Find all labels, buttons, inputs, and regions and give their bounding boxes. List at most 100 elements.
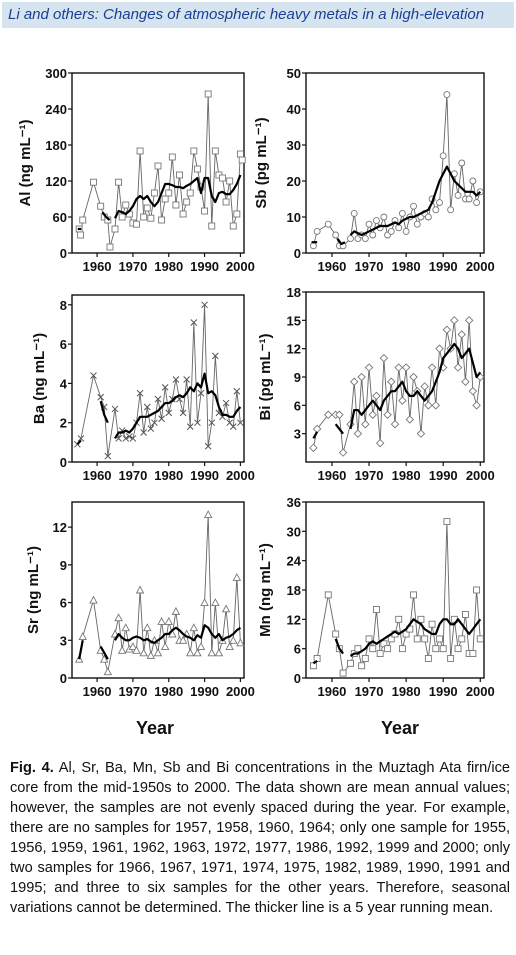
x-tick-label: 1990 <box>429 259 458 274</box>
raw-point-38 <box>464 316 474 325</box>
sr-panel: 0 3 6 9 12 1960 1970 1980 1990 2000 Sr (ng mL⁻¹) <box>25 501 255 699</box>
bi-plot-frame <box>305 291 485 463</box>
raw-point-30 <box>197 389 205 397</box>
raw-point-8 <box>111 225 119 233</box>
sr-running-mean-segment-1 <box>99 646 109 660</box>
raw-point-16 <box>146 650 156 659</box>
raw-point-15 <box>143 403 151 411</box>
x-tick-label: 2000 <box>466 259 495 274</box>
raw-point-30 <box>436 635 443 643</box>
x-tick-label: 2000 <box>226 684 255 699</box>
raw-point-27 <box>424 213 432 221</box>
bi-panel: 3 6 9 12 15 18 1960 1970 1980 1990 2000 Bi (pg mL⁻¹… <box>257 285 495 483</box>
raw-point-2 <box>90 372 97 379</box>
raw-point-33 <box>447 206 455 214</box>
y-tick-label: 50 <box>287 66 301 81</box>
raw-point-21 <box>165 409 173 417</box>
y-tick-label: 300 <box>45 66 67 81</box>
raw-point-9 <box>121 623 131 632</box>
raw-point-13 <box>136 389 144 397</box>
y-tick-label: 120 <box>45 174 67 189</box>
x-axis-label-left: Year <box>136 718 174 738</box>
x-tick-label: 1970 <box>118 684 147 699</box>
raw-point-28 <box>427 363 437 372</box>
x-tick-label: 1990 <box>190 259 219 274</box>
y-tick-label: 20 <box>287 174 301 189</box>
raw-point-40 <box>232 572 242 581</box>
raw-point-8 <box>353 429 363 438</box>
raw-point-12 <box>132 645 141 654</box>
raw-point-31 <box>439 152 447 160</box>
raw-point-32 <box>204 442 212 450</box>
raw-point-11 <box>129 435 137 442</box>
raw-point-29 <box>431 401 441 410</box>
raw-point-4 <box>97 202 105 210</box>
caption-text: Al, Sr, Ba, Mn, Sb and Bi concentrations… <box>10 760 510 916</box>
y-tick-label: 0 <box>294 246 301 261</box>
x-tick-label: 1960 <box>317 684 346 699</box>
bi-running-mean-segment-1 <box>334 423 344 435</box>
raw-point-16 <box>384 645 392 653</box>
raw-point-13 <box>373 217 380 225</box>
raw-point-9 <box>358 662 366 670</box>
raw-point-30 <box>436 199 443 207</box>
x-axis-label-right: Year <box>381 718 419 738</box>
raw-point-6 <box>347 235 354 243</box>
raw-point-21 <box>402 227 410 235</box>
sr-raw-series-line <box>78 514 241 672</box>
raw-point-23 <box>410 591 417 599</box>
raw-point-1 <box>313 227 321 235</box>
raw-point-14 <box>133 220 140 228</box>
x-tick-label: 2000 <box>466 684 495 699</box>
raw-point-20 <box>398 209 406 217</box>
raw-point-25 <box>178 635 188 644</box>
mn-running-mean-segment-2 <box>349 618 482 657</box>
raw-point-1 <box>78 632 88 640</box>
raw-point-11 <box>122 201 130 209</box>
mn-y-axis-label: Mn (ng mL⁻¹) <box>257 543 274 637</box>
raw-point-7 <box>114 613 123 622</box>
y-tick-label: 40 <box>287 102 301 117</box>
raw-point-36 <box>458 635 466 643</box>
raw-point-11 <box>365 220 373 228</box>
raw-point-42 <box>233 210 241 218</box>
raw-point-18 <box>390 419 400 429</box>
raw-point-29 <box>193 648 202 657</box>
x-tick-label: 1990 <box>190 684 219 699</box>
raw-point-35 <box>214 648 224 657</box>
raw-point-7 <box>106 243 114 251</box>
raw-point-11 <box>365 635 373 643</box>
raw-point-13 <box>135 585 145 594</box>
raw-point-22 <box>168 629 177 638</box>
raw-point-29 <box>432 645 440 653</box>
raw-point-27 <box>185 648 195 657</box>
x-tick-label: 1990 <box>190 468 219 483</box>
sb-panel: 0 10 20 30 40 50 1960 1970 1980 1990 2000 Sb (pg mL… <box>253 66 495 274</box>
sb-running-mean-segment-2 <box>349 165 482 237</box>
ba-plot-frame <box>71 294 245 463</box>
raw-point-19 <box>158 415 165 423</box>
raw-point-8 <box>354 645 362 653</box>
x-tick-label: 1980 <box>154 468 183 483</box>
y-tick-label: 0 <box>294 671 301 686</box>
y-tick-label: 6 <box>60 337 67 352</box>
caption-figure-label: Fig. 4. <box>10 760 54 776</box>
raw-point-21 <box>401 363 411 372</box>
y-tick-label: 180 <box>45 138 67 153</box>
raw-point-23 <box>165 189 173 197</box>
raw-point-37 <box>462 610 469 618</box>
x-tick-label: 1960 <box>83 468 112 483</box>
raw-point-10 <box>361 235 369 243</box>
raw-point-15 <box>380 640 388 648</box>
raw-point-2 <box>324 220 332 228</box>
y-tick-label: 18 <box>287 583 301 598</box>
raw-point-8 <box>117 645 127 654</box>
x-tick-label: 1990 <box>429 468 458 483</box>
raw-point-9 <box>122 435 130 442</box>
raw-point-19 <box>395 224 403 232</box>
raw-point-38 <box>465 195 473 203</box>
bi-y-axis-label: Bi (pg mL⁻¹) <box>257 333 274 420</box>
ba-running-mean-segment-2 <box>114 372 242 439</box>
raw-point-29 <box>186 189 194 197</box>
raw-point-30 <box>190 147 198 155</box>
